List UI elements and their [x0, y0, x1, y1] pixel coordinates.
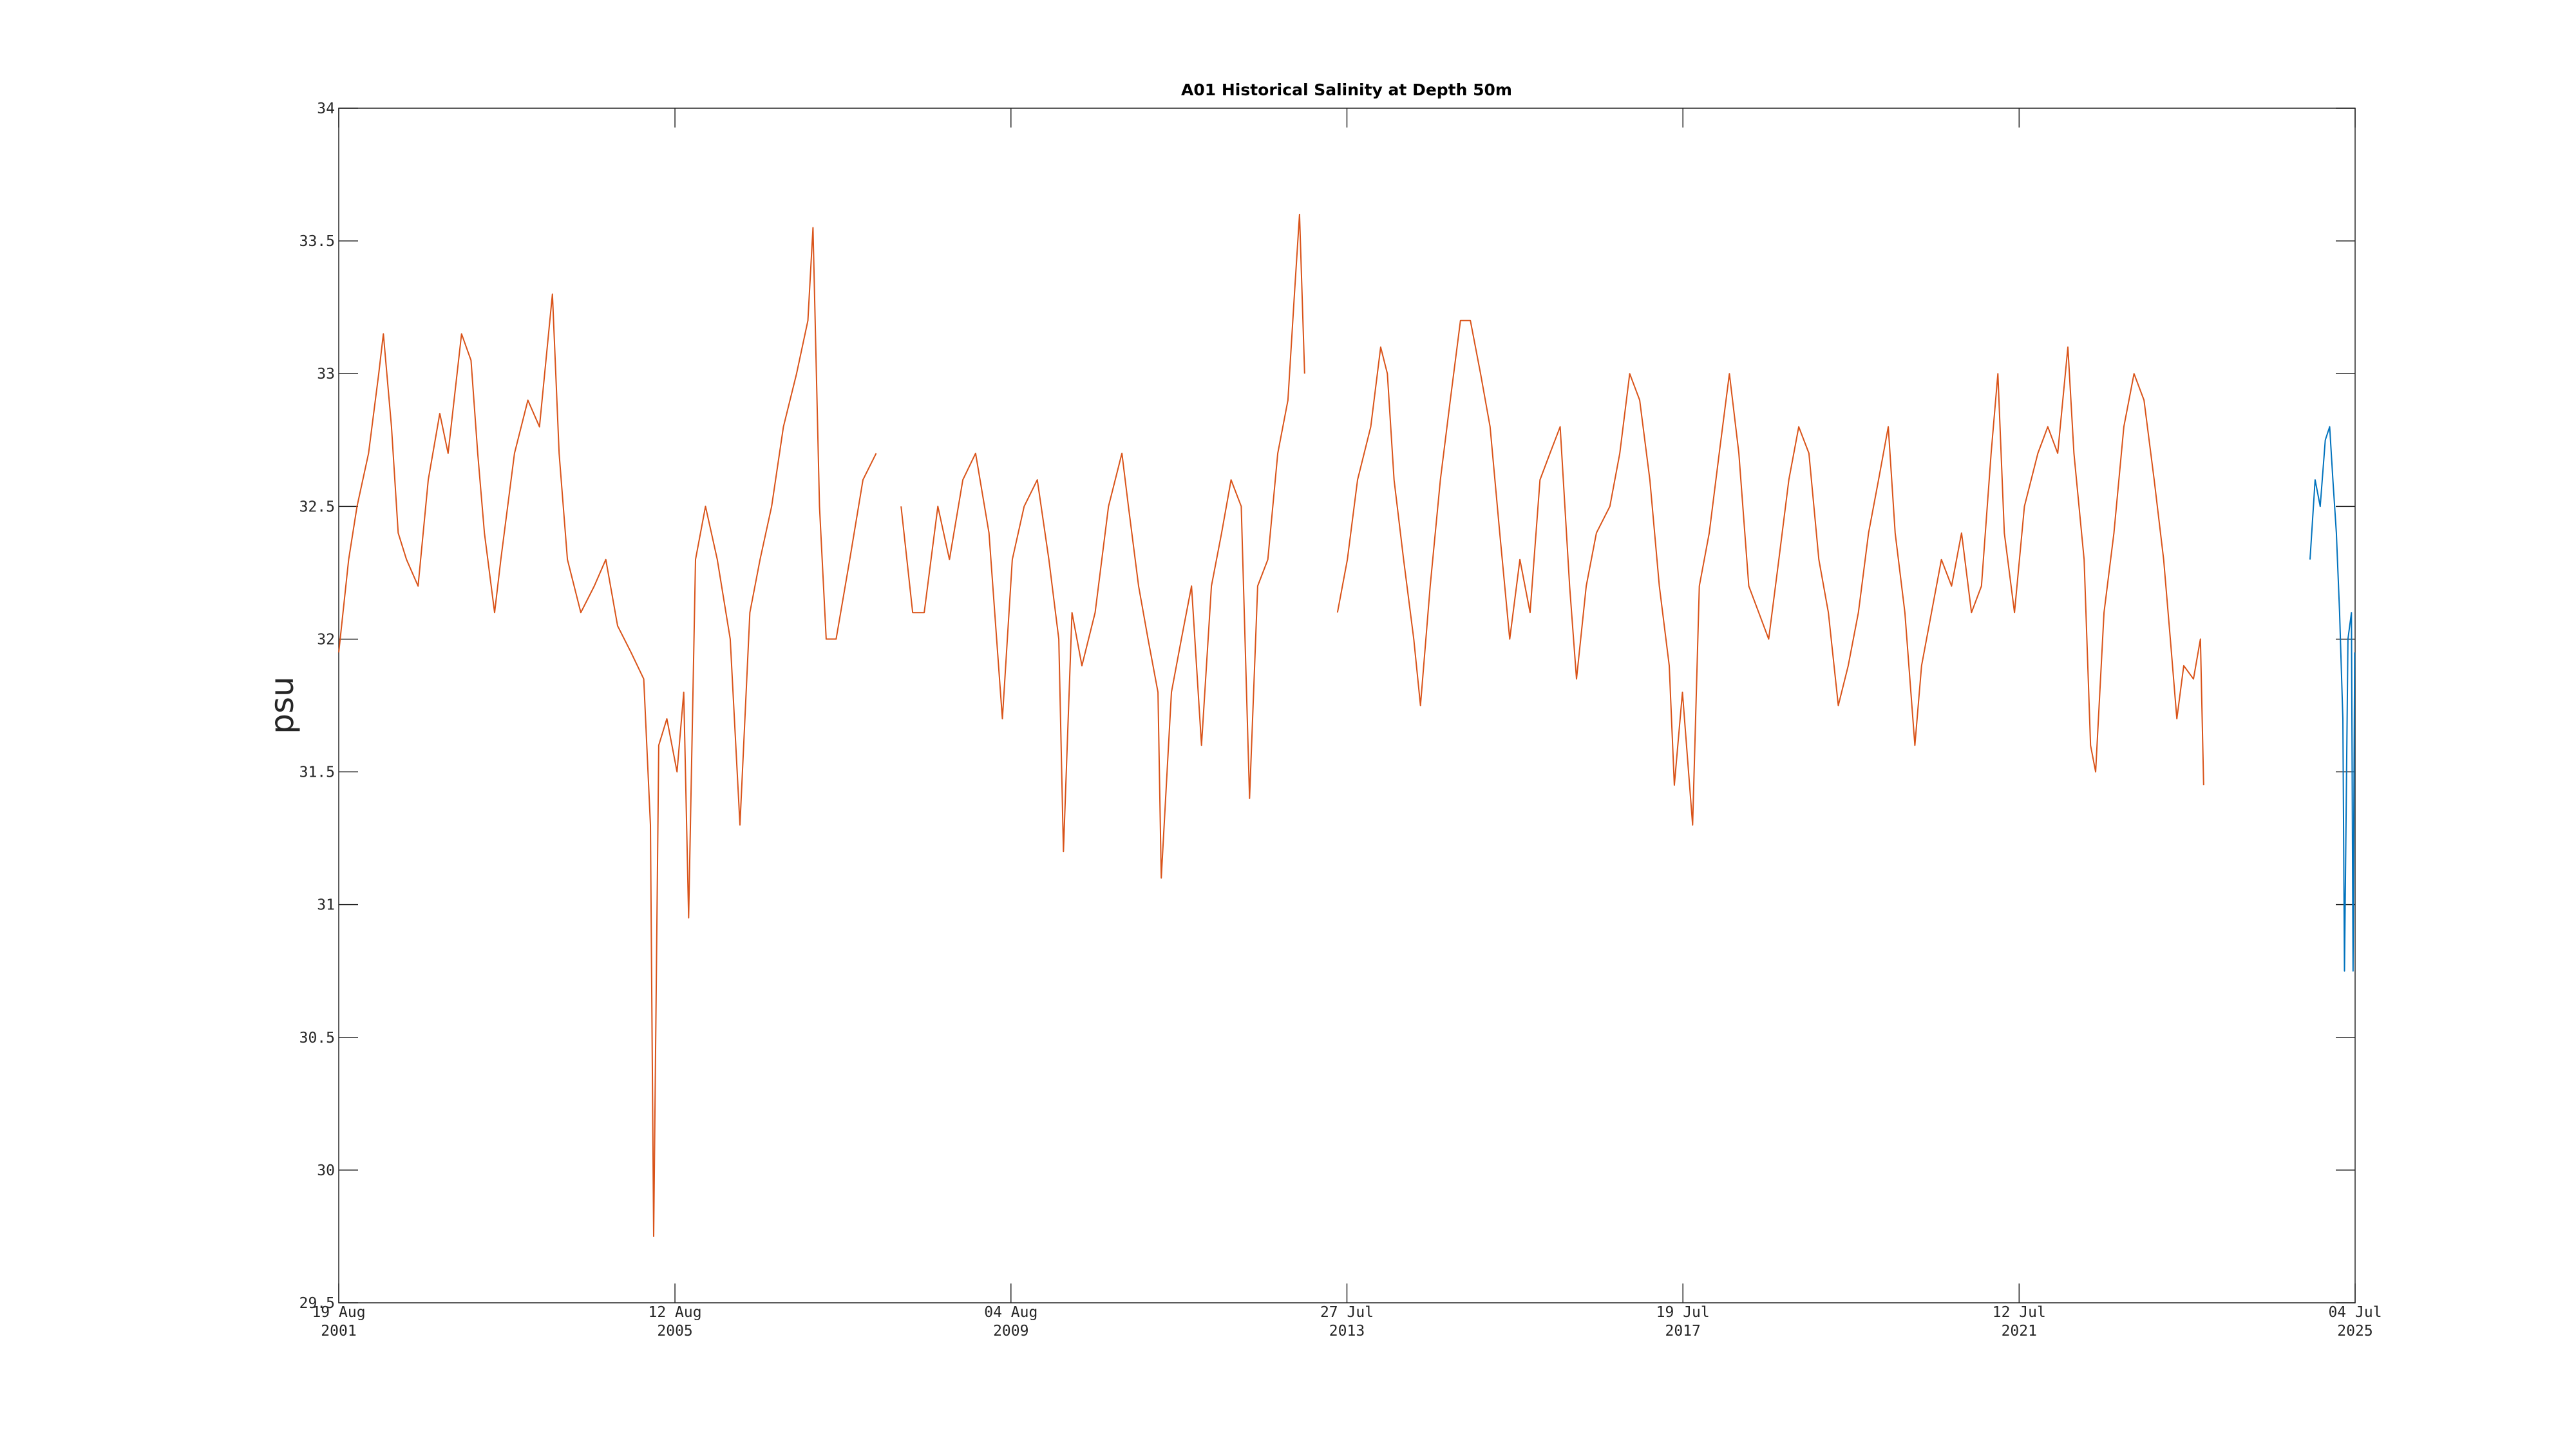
x-tick-label: 12 Jul 2021	[1993, 1304, 2046, 1340]
x-tick-label: 12 Aug 2005	[649, 1304, 702, 1340]
x-tick-label: 19 Jul 2017	[1656, 1304, 1710, 1340]
y-tick-label: 30	[317, 1162, 335, 1179]
y-tick-label: 34	[317, 100, 335, 117]
x-tick-label: 27 Jul 2013	[1320, 1304, 1374, 1340]
y-tick-label: 32	[317, 631, 335, 648]
y-tick-label: 29.5	[299, 1295, 335, 1312]
y-tick-label: 33.5	[299, 233, 335, 250]
x-tick-label: 04 Jul 2025	[2328, 1304, 2382, 1340]
y-tick-label: 31.5	[299, 764, 335, 781]
y-tick-label: 31	[317, 897, 335, 914]
x-tick-label: 04 Aug 2009	[984, 1304, 1037, 1340]
salinity-line	[2309, 426, 2356, 972]
y-tick-label: 32.5	[299, 498, 335, 515]
y-tick-label: 33	[317, 366, 335, 383]
salinity-line	[338, 213, 2204, 1237]
chart-title: A01 Historical Salinity at Depth 50m	[1181, 80, 1512, 99]
y-axis-label: psu	[263, 676, 301, 734]
axes-box	[338, 108, 2356, 1303]
x-tick-label: 19 Aug 2001	[312, 1304, 365, 1340]
y-tick-label: 30.5	[299, 1030, 335, 1046]
